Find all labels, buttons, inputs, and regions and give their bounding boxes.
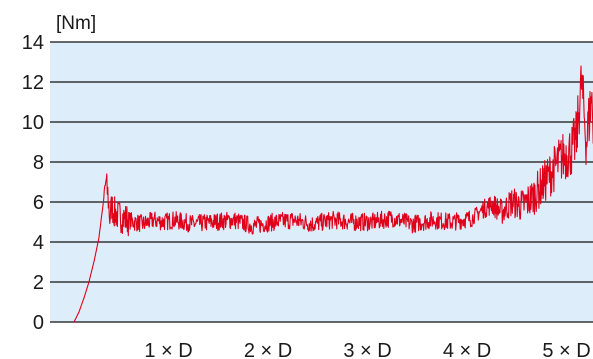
series-line-0 — [73, 65, 593, 323]
y-tick-label-0: 0 — [33, 312, 44, 334]
x-tick-label-1: 1 × D — [144, 340, 192, 359]
y-tick-label-2: 2 — [33, 272, 44, 294]
x-tick-label-3: 3 × D — [343, 340, 391, 359]
y-tick-label-8: 8 — [33, 152, 44, 174]
series-group — [73, 65, 593, 323]
x-tick-label-4: 4 × D — [443, 340, 491, 359]
y-tick-label-12: 12 — [22, 72, 44, 94]
y-tick-label-4: 4 — [33, 232, 44, 254]
x-axis-ticks: 1 × D 2 × D 3 × D 4 × D 5 × D — [144, 340, 590, 359]
y-tick-label-14: 14 — [22, 32, 44, 54]
x-tick-label-5: 5 × D — [542, 340, 590, 359]
y-tick-label-6: 6 — [33, 192, 44, 214]
gridlines — [50, 41, 593, 323]
plot-background — [50, 42, 593, 322]
y-axis-ticks: 0 2 4 6 8 10 12 14 — [22, 32, 44, 334]
x-tick-label-2: 2 × D — [244, 340, 292, 359]
y-tick-label-10: 10 — [22, 112, 44, 134]
y-axis-unit-label: [Nm] — [56, 13, 96, 34]
